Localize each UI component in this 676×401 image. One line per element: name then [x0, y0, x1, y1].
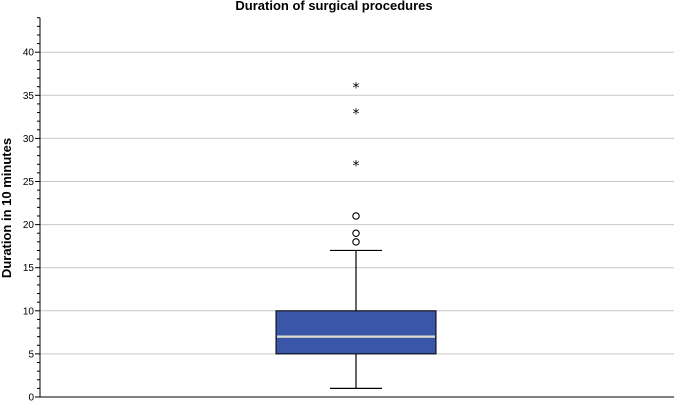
- outlier-point: [352, 212, 360, 220]
- y-tick-label: 35: [23, 91, 35, 102]
- plot-area: * * *: [275, 81, 437, 389]
- y-tick-label: 15: [23, 263, 35, 274]
- extreme-point: *: [353, 158, 360, 174]
- y-axis: 0 5 10 15 20 25 30 35 40: [23, 17, 674, 401]
- gridlines: [40, 51, 674, 355]
- y-tick-label: 10: [23, 306, 35, 317]
- extreme-point: *: [353, 81, 360, 97]
- outlier-point: [352, 238, 360, 246]
- y-tick-label: 30: [23, 134, 35, 145]
- iqr-box: [275, 310, 437, 355]
- extreme-point: *: [353, 107, 360, 123]
- y-tick-label: 0: [28, 393, 34, 401]
- y-tick-label: 25: [23, 177, 35, 188]
- y-tick-label: 40: [23, 48, 35, 59]
- outlier-point: [352, 229, 360, 237]
- y-tick-label: 5: [28, 349, 34, 360]
- y-axis-label: Duration in 10 minutes: [0, 138, 14, 278]
- y-tick-label: 20: [23, 220, 35, 231]
- chart-title: Duration of surgical procedures: [235, 0, 432, 13]
